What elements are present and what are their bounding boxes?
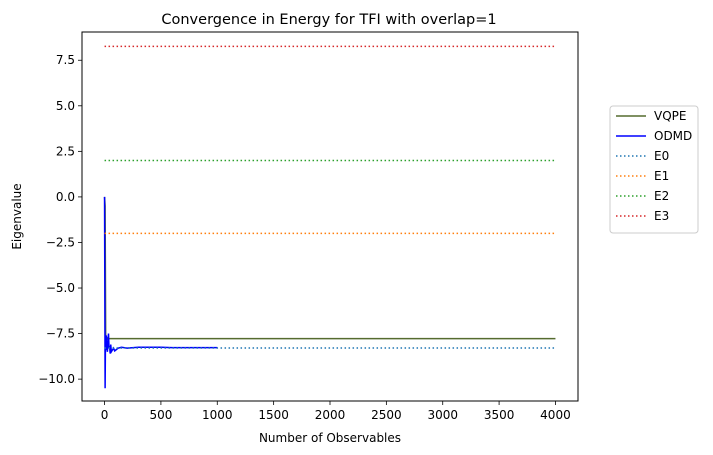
legend-frame	[609, 105, 699, 234]
x-tick-label: 2500	[371, 408, 402, 422]
x-tick-label: 1000	[202, 408, 233, 422]
y-tick-label: −7.5	[46, 327, 75, 341]
plot-area: 0 500 1000 1500 2000 2500 3000 3500 4000 −10.0 −7…	[38, 31, 579, 422]
x-tick-label: 2000	[315, 408, 346, 422]
legend-label-e3: E3	[654, 209, 669, 223]
x-tick-label: 0	[101, 408, 109, 422]
x-tick-label: 3000	[427, 408, 458, 422]
legend-label-odmd: ODMD	[654, 129, 692, 143]
legend-items: VQPE ODMD E0 E1 E2 E3	[616, 109, 692, 223]
y-tick-label: 5.0	[56, 99, 75, 113]
y-tick-label: −2.5	[46, 235, 75, 249]
legend-label-vqpe: VQPE	[654, 109, 686, 123]
y-tick-label: 2.5	[56, 144, 75, 158]
y-tick-label: −5.0	[46, 281, 75, 295]
legend: VQPE ODMD E0 E1 E2 E3	[609, 105, 699, 234]
x-tick-label: 4000	[540, 408, 571, 422]
y-tick-label: −10.0	[38, 372, 75, 386]
y-axis-ticks: −10.0 −7.5 −5.0 −2.5 0.0 2.5 5.0 7.5	[38, 53, 82, 386]
x-tick-label: 3500	[484, 408, 515, 422]
y-tick-label: 0.0	[56, 190, 75, 204]
chart-title: Convergence in Energy for TFI with overl…	[161, 12, 496, 28]
legend-label-e1: E1	[654, 169, 669, 183]
y-axis-label: Eigenvalue	[10, 183, 24, 249]
y-tick-label: 7.5	[56, 53, 75, 67]
x-axis-ticks: 0 500 1000 1500 2000 2500 3000 3500 4000	[101, 401, 571, 422]
legend-label-e0: E0	[654, 149, 669, 163]
x-tick-label: 500	[149, 408, 172, 422]
x-axis-label: Number of Observables	[259, 431, 401, 445]
x-tick-label: 1500	[258, 408, 289, 422]
legend-label-e2: E2	[654, 189, 669, 203]
series-layer	[103, 45, 556, 389]
